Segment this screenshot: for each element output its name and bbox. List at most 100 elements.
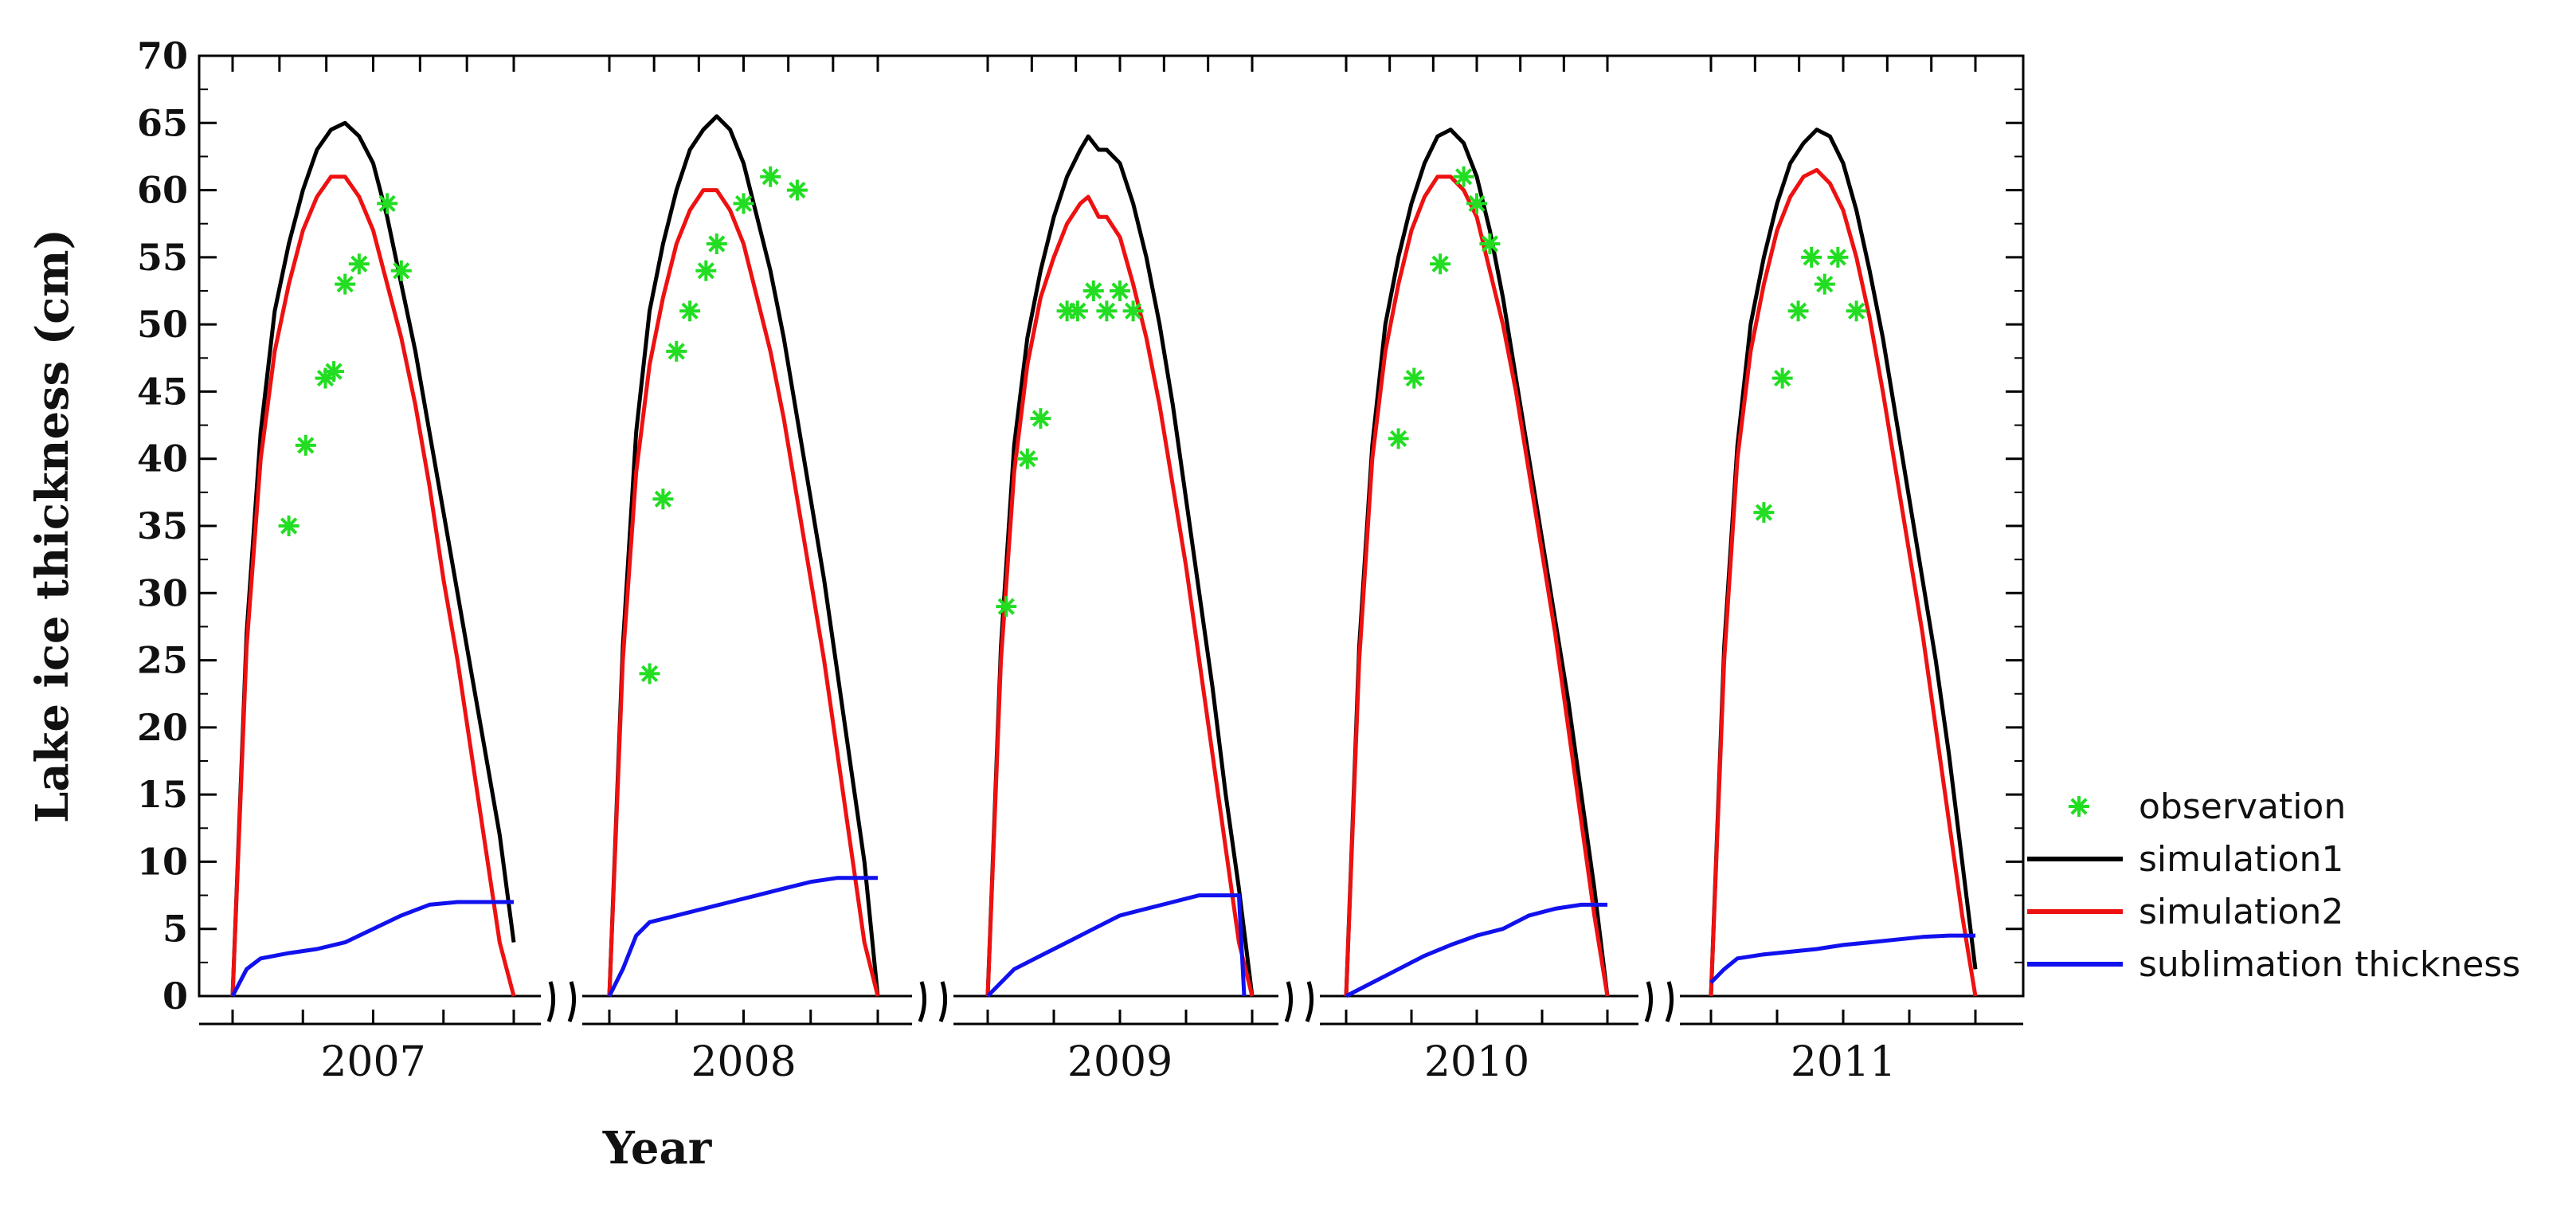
asterisk-stroke xyxy=(1389,429,1407,448)
axis-break-mask xyxy=(1278,980,1320,1044)
asterisk-stroke xyxy=(1755,504,1773,521)
simulation2-line-2008 xyxy=(607,188,880,997)
axis-break-mark xyxy=(1665,981,1674,1022)
asterisk-stroke xyxy=(393,262,410,280)
sublimation-line-2009 xyxy=(986,893,1247,998)
y-axis-title: Lake ice thickness (cm) xyxy=(26,229,79,823)
observation-point-2011 xyxy=(1787,300,1809,322)
asterisk-stroke xyxy=(761,168,779,186)
observation-point-2007 xyxy=(390,260,412,281)
axis-break-mark xyxy=(938,981,947,1022)
asterisk-stroke xyxy=(681,302,699,320)
observation-point-2008 xyxy=(639,663,660,684)
observation-point-2009 xyxy=(1016,448,1038,469)
observation-point-2010 xyxy=(1479,233,1501,254)
observation-point-2009 xyxy=(1122,300,1144,322)
asterisk-stroke xyxy=(350,255,368,273)
sublimation-line-2008 xyxy=(607,876,878,998)
observation-point-2011 xyxy=(1814,273,1835,295)
year-label-2008: 2008 xyxy=(691,1038,796,1086)
sublimation-line-2007 xyxy=(230,900,514,998)
year-label-2009: 2009 xyxy=(1067,1038,1173,1086)
y-tick-label: 0 xyxy=(162,975,188,1018)
asterisk-stroke xyxy=(697,262,714,280)
observation-point-2011 xyxy=(1827,246,1849,268)
asterisk-stroke xyxy=(325,363,343,380)
y-tick-label: 40 xyxy=(137,437,188,480)
legend-label-simulation2: simulation2 xyxy=(2139,892,2343,932)
simulation1-line-2010 xyxy=(1344,127,1610,997)
asterisk-stroke xyxy=(1468,194,1486,213)
observation-point-2009 xyxy=(996,596,1017,618)
axes-layer xyxy=(198,54,2025,1044)
asterisk-stroke xyxy=(708,235,726,253)
observation-point-2010 xyxy=(1388,428,1409,449)
axis-break-mark xyxy=(1305,981,1313,1022)
y-tick-label: 70 xyxy=(137,34,188,77)
asterisk-stroke xyxy=(789,181,806,199)
asterisk-stroke xyxy=(1032,410,1050,427)
legend-label-simulation1: simulation1 xyxy=(2139,839,2343,880)
observation-point-2008 xyxy=(733,193,754,214)
year-label-2010: 2010 xyxy=(1424,1038,1529,1086)
asterisk-stroke xyxy=(1829,249,1846,266)
observation-point-2011 xyxy=(1753,502,1775,524)
simulation2-line-2007 xyxy=(230,175,516,997)
x-axis-title: Year xyxy=(602,1122,713,1175)
asterisk-stroke xyxy=(1789,302,1807,320)
y-tick-label: 5 xyxy=(162,908,188,951)
observation-point-2011 xyxy=(1771,367,1793,389)
axis-break-mask xyxy=(541,980,582,1044)
asterisk-stroke xyxy=(1085,282,1102,300)
observation-point-2007 xyxy=(377,193,398,214)
simulation1-line-2008 xyxy=(607,114,880,997)
simulation2-line-2010 xyxy=(1344,175,1610,997)
sublimation-line-2010 xyxy=(1345,902,1607,998)
asterisk-stroke xyxy=(1405,369,1423,387)
y-tick-label: 30 xyxy=(137,571,188,614)
sublimation-line-2011 xyxy=(1709,933,1975,984)
observation-point-2010 xyxy=(1466,193,1487,214)
asterisk-stroke xyxy=(1431,255,1449,273)
observation-point-2010 xyxy=(1430,253,1451,275)
year-label-2007: 2007 xyxy=(320,1038,425,1086)
legend-label-sublimation: sublimation thickness xyxy=(2139,944,2520,985)
observation-point-2009 xyxy=(1067,300,1088,322)
asterisk-stroke xyxy=(667,343,685,360)
asterisk-stroke xyxy=(997,598,1015,615)
label-layer: 0 5 10 15 20 25 30 35 40 45 50 55 60 65 70 2007 2008 2009… xyxy=(137,34,1896,1086)
asterisk-stroke xyxy=(1019,450,1036,468)
legend-label-observation: observation xyxy=(2139,786,2346,827)
observation-point-2008 xyxy=(695,260,717,281)
y-tick-label: 10 xyxy=(137,840,188,883)
asterisk-stroke xyxy=(734,194,753,213)
legend: observation simulation1 simulation2 sublima… xyxy=(2027,786,2520,985)
simulation1-line-2007 xyxy=(230,120,516,997)
simulation2-line-2011 xyxy=(1709,167,1978,997)
simulation1-line-2009 xyxy=(985,134,1255,997)
observation-point-2008 xyxy=(652,488,674,510)
asterisk-stroke xyxy=(280,517,298,535)
legend-marker-observation xyxy=(2069,796,2089,817)
asterisk-stroke xyxy=(1847,302,1865,320)
observation-point-2008 xyxy=(760,166,781,187)
observation-point-2009 xyxy=(1082,280,1104,301)
y-tick-label: 65 xyxy=(137,101,188,144)
axis-break-mask xyxy=(912,980,953,1044)
axis-break-mark xyxy=(1284,981,1293,1022)
asterisk-stroke xyxy=(640,665,659,683)
asterisk-stroke xyxy=(1774,369,1791,387)
y-tick-label: 20 xyxy=(137,706,188,749)
observation-point-2007 xyxy=(335,273,356,295)
axis-break-mark xyxy=(918,981,926,1022)
y-tick-label: 25 xyxy=(137,639,188,682)
observation-point-2008 xyxy=(679,300,701,322)
asterisk-stroke xyxy=(1454,168,1473,186)
observation-point-2008 xyxy=(666,340,687,362)
observation-point-2011 xyxy=(1801,246,1822,268)
asterisk-stroke xyxy=(378,194,396,213)
asterisk-stroke xyxy=(1111,282,1129,300)
asterisk-stroke xyxy=(654,490,672,508)
simulation2-line-2009 xyxy=(985,194,1255,997)
